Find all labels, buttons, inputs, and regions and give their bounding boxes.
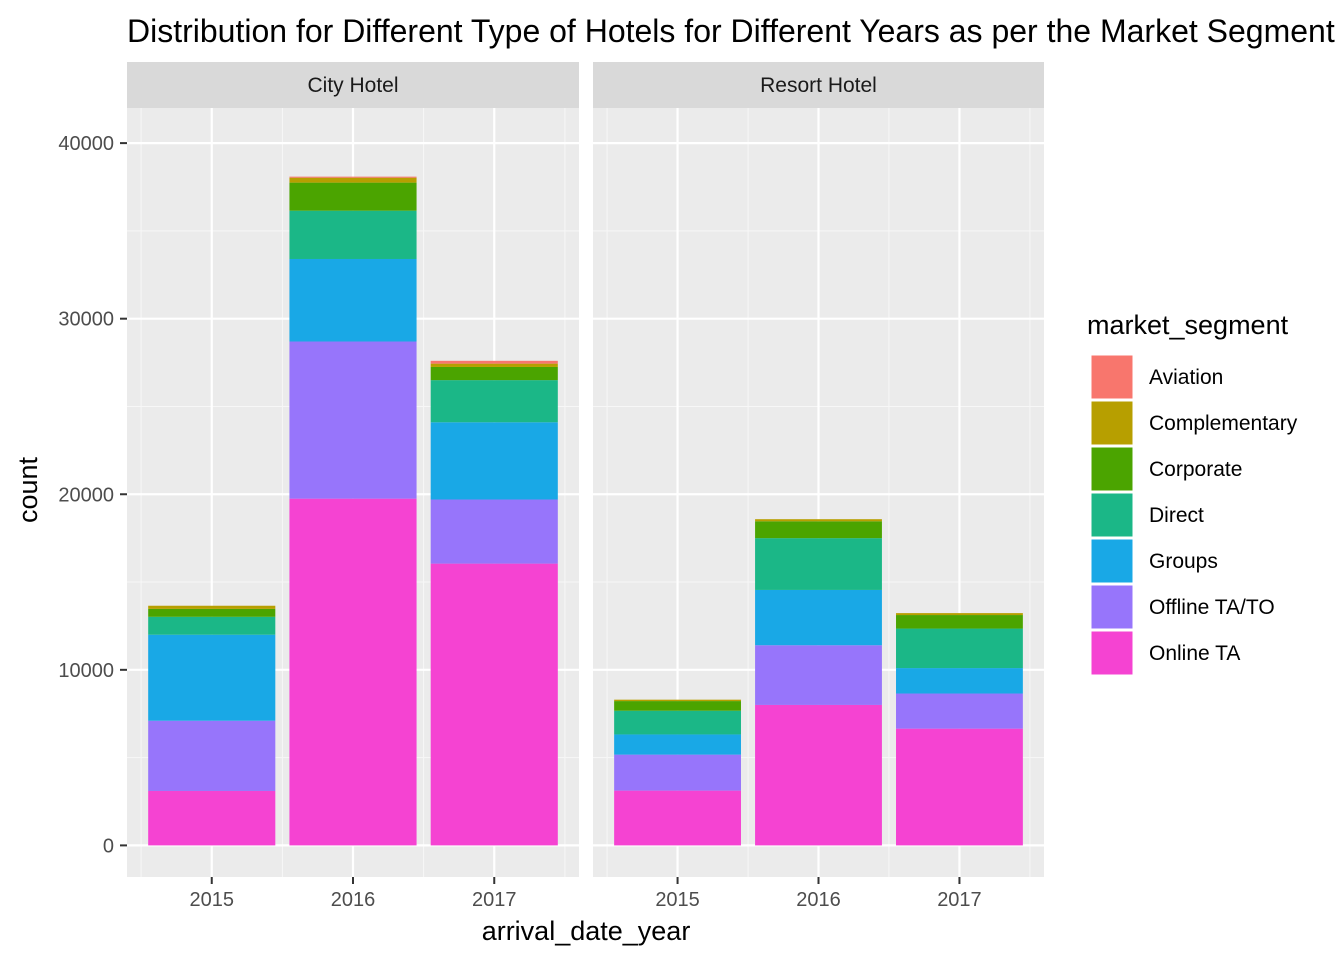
legend-key-groups	[1090, 538, 1134, 584]
bar-segment-complementary-2017	[430, 363, 558, 367]
facet-strip	[127, 62, 579, 108]
bar-segment-aviation-2016	[289, 176, 417, 178]
legend-key-offline-ta-to	[1090, 584, 1134, 630]
legend-key-online-ta	[1090, 630, 1134, 676]
legend-key-direct	[1090, 492, 1134, 538]
y-tick-label: 20000	[58, 484, 114, 506]
bar-segment-complementary-2017	[896, 613, 1023, 616]
x-axis-title: arrival_date_year	[482, 916, 691, 946]
bar-segment-direct-2016	[289, 210, 417, 259]
facet-strip-label: Resort Hotel	[760, 74, 877, 97]
y-tick-label: 30000	[58, 309, 114, 331]
y-tick-label: 10000	[58, 660, 114, 682]
bar-segment-groups-2016	[755, 589, 882, 646]
bar-segment-direct-2015	[148, 616, 276, 635]
x-tick-label: 2015	[655, 889, 700, 911]
bar-segment-online-ta-2015	[148, 790, 276, 846]
legend-title: market_segment	[1087, 310, 1289, 340]
plot-title: Distribution for Different Type of Hotel…	[127, 13, 1335, 49]
bar-segment-offline-ta-to-2015	[148, 720, 276, 791]
legend-label: Offline TA/TO	[1149, 596, 1275, 619]
bar-segment-online-ta-2016	[755, 704, 882, 846]
bar-segment-groups-2015	[148, 634, 276, 721]
bar-segment-groups-2015	[614, 734, 741, 755]
bar-segment-complementary-2015	[148, 605, 276, 609]
bar-segment-offline-ta-to-2016	[289, 341, 417, 499]
y-tick-label: 40000	[58, 133, 114, 155]
bar-segment-corporate-2015	[614, 701, 741, 711]
bar-segment-online-ta-2016	[289, 498, 417, 846]
y-axis-title: count	[13, 456, 43, 523]
legend-label: Corporate	[1149, 458, 1242, 481]
bar-segment-direct-2017	[430, 380, 558, 423]
legend-label: Aviation	[1149, 366, 1223, 389]
bar-segment-offline-ta-to-2015	[614, 754, 741, 791]
y-tick-label: 0	[103, 835, 114, 857]
bar-segment-corporate-2015	[148, 608, 276, 617]
legend-key-complementary	[1090, 400, 1134, 446]
facet-city-hotel: City Hotel 2015 2016 2017 0 10000 20000 30000 40…	[58, 62, 579, 911]
bar-segment-groups-2017	[896, 668, 1023, 694]
bar-segment-complementary-2016	[289, 177, 417, 183]
facet-strip	[593, 62, 1044, 108]
legend-label: Groups	[1149, 550, 1218, 573]
bar-segment-online-ta-2017	[896, 728, 1023, 846]
bar-segment-corporate-2016	[289, 182, 417, 211]
facet-strip-label: City Hotel	[307, 74, 398, 97]
bar-segment-corporate-2017	[896, 615, 1023, 629]
x-tick-label: 2017	[472, 889, 517, 911]
facet-resort-hotel: Resort Hotel 2015 2016 2017	[593, 62, 1044, 911]
x-tick-label: 2017	[937, 889, 982, 911]
bar-segment-offline-ta-to-2017	[896, 693, 1023, 729]
x-tick-label: 2016	[796, 889, 841, 911]
bar-segment-offline-ta-to-2016	[755, 645, 882, 705]
bar-segment-groups-2016	[289, 258, 417, 342]
bar-segment-online-ta-2015	[614, 790, 741, 846]
bar-segment-complementary-2016	[755, 519, 882, 522]
legend-label: Online TA	[1149, 642, 1240, 665]
legend-label: Complementary	[1149, 412, 1298, 435]
bar-segment-groups-2017	[430, 422, 558, 500]
bar-segment-corporate-2017	[430, 366, 558, 381]
x-tick-label: 2016	[331, 889, 376, 911]
bar-segment-aviation-2017	[430, 360, 558, 364]
bar-segment-online-ta-2017	[430, 563, 558, 846]
legend-key-aviation	[1090, 354, 1134, 400]
legend-key-corporate	[1090, 446, 1134, 492]
bar-segment-direct-2016	[755, 538, 882, 590]
legend-label: Direct	[1149, 504, 1204, 527]
x-tick-label: 2015	[190, 889, 235, 911]
bar-segment-offline-ta-to-2017	[430, 499, 558, 564]
facets: City Hotel 2015 2016 2017 0 10000 20000 30000 40…	[58, 62, 1044, 911]
legend: market_segment Aviation Complementary Corp…	[1087, 310, 1298, 677]
bar-segment-corporate-2016	[755, 521, 882, 539]
bar-segment-complementary-2015	[614, 699, 741, 702]
bar-segment-direct-2017	[896, 628, 1023, 669]
bar-segment-direct-2015	[614, 710, 741, 735]
